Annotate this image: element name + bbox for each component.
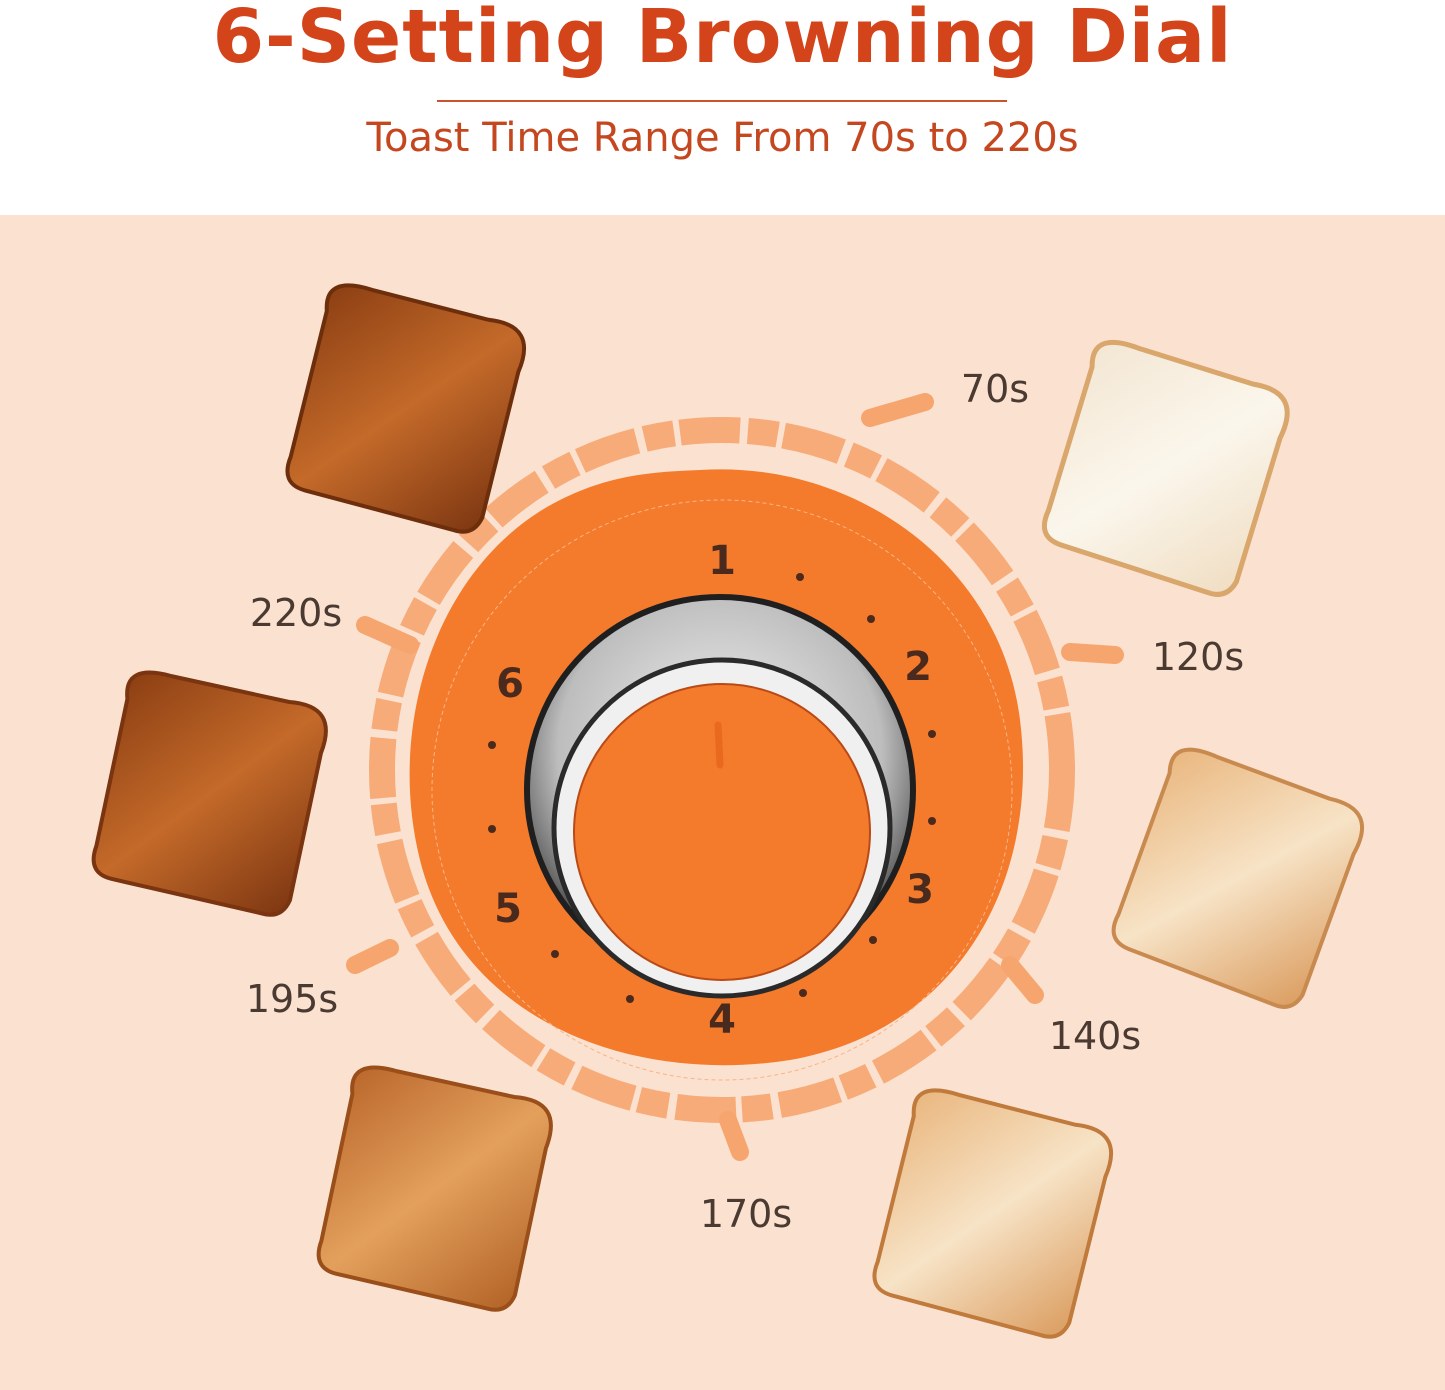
setting-2: 2	[904, 644, 932, 690]
toast-setting-1	[1041, 339, 1290, 597]
toast-setting-3	[872, 1088, 1114, 1339]
time-label-195s: 195s	[246, 977, 338, 1021]
setting-3: 3	[906, 867, 934, 913]
time-label-120s: 120s	[1152, 635, 1244, 679]
toast-setting-4	[316, 1065, 553, 1312]
setting-dots	[488, 573, 936, 1003]
toast-setting-6	[285, 283, 527, 534]
setting-4: 4	[708, 997, 736, 1043]
header: 6-Setting Browning Dial Toast Time Range…	[0, 0, 1445, 215]
dial-guide-circle	[431, 499, 1013, 1081]
setting-1: 1	[708, 538, 736, 584]
time-label-170s: 170s	[700, 1192, 792, 1236]
setting-5: 5	[494, 886, 522, 932]
title-divider	[437, 100, 1007, 102]
knob-indicator	[714, 721, 724, 769]
page-subtitle: Toast Time Range From 70s to 220s	[366, 115, 1079, 161]
outer-ring	[369, 417, 1075, 1123]
browning-knob[interactable]	[573, 683, 871, 981]
time-label-220s: 220s	[250, 591, 342, 635]
time-ticks	[346, 393, 1124, 1161]
time-label-70s: 70s	[961, 367, 1029, 411]
time-label-140s: 140s	[1049, 1014, 1141, 1058]
page-title: 6-Setting Browning Dial	[212, 0, 1233, 80]
toast-setting-2	[1111, 747, 1364, 1009]
toast-setting-5	[91, 670, 328, 917]
setting-6: 6	[496, 661, 524, 707]
